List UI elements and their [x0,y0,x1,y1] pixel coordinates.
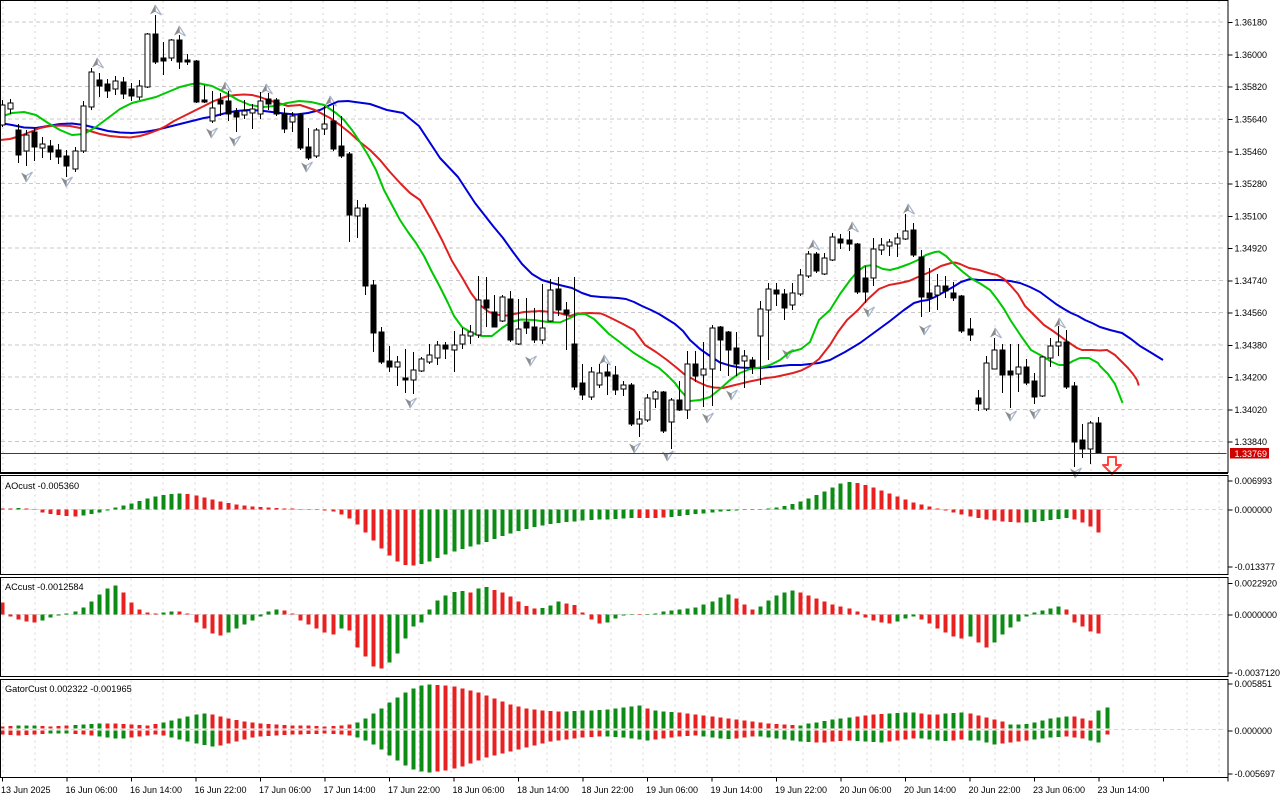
svg-text:1.35820: 1.35820 [1235,82,1268,92]
svg-text:1.33840: 1.33840 [1235,437,1268,447]
svg-text:1.36000: 1.36000 [1235,50,1268,60]
svg-text:-0.005697: -0.005697 [1235,769,1276,779]
svg-text:17 Jun 14:00: 17 Jun 14:00 [324,785,376,795]
svg-text:1.34560: 1.34560 [1235,308,1268,318]
svg-text:19 Jun 06:00: 19 Jun 06:00 [646,785,698,795]
svg-text:0.000000: 0.000000 [1235,726,1273,736]
svg-text:18 Jun 22:00: 18 Jun 22:00 [582,785,634,795]
svg-text:18 Jun 06:00: 18 Jun 06:00 [453,785,505,795]
svg-text:16 Jun 22:00: 16 Jun 22:00 [195,785,247,795]
svg-text:-0.0037120: -0.0037120 [1235,668,1280,678]
svg-text:1.33769: 1.33769 [1235,449,1268,459]
svg-text:0.0022920: 0.0022920 [1235,578,1278,588]
svg-text:19 Jun 14:00: 19 Jun 14:00 [711,785,763,795]
svg-text:0.005851: 0.005851 [1235,679,1273,689]
svg-text:13 Jun 2025: 13 Jun 2025 [1,785,51,795]
svg-text:AOcust -0.005360: AOcust -0.005360 [5,481,79,491]
svg-text:0.000000: 0.000000 [1235,505,1273,515]
svg-text:GatorCust 0.002322 -0.001965: GatorCust 0.002322 -0.001965 [5,684,132,694]
svg-text:17 Jun 06:00: 17 Jun 06:00 [259,785,311,795]
svg-text:1.34020: 1.34020 [1235,405,1268,415]
svg-text:1.34740: 1.34740 [1235,276,1268,286]
svg-text:1.34920: 1.34920 [1235,244,1268,254]
svg-text:1.35100: 1.35100 [1235,211,1268,221]
svg-text:1.34200: 1.34200 [1235,373,1268,383]
svg-text:20 Jun 06:00: 20 Jun 06:00 [840,785,892,795]
svg-text:23 Jun 06:00: 23 Jun 06:00 [1033,785,1085,795]
svg-text:19 Jun 22:00: 19 Jun 22:00 [775,785,827,795]
svg-text:1.35460: 1.35460 [1235,147,1268,157]
svg-text:1.36180: 1.36180 [1235,18,1268,28]
svg-text:16 Jun 14:00: 16 Jun 14:00 [130,785,182,795]
svg-text:20 Jun 22:00: 20 Jun 22:00 [969,785,1021,795]
svg-text:18 Jun 14:00: 18 Jun 14:00 [517,785,569,795]
svg-text:1.35640: 1.35640 [1235,115,1268,125]
svg-text:20 Jun 14:00: 20 Jun 14:00 [904,785,956,795]
svg-text:ACcust -0.0012584: ACcust -0.0012584 [5,582,84,592]
svg-text:-0.013377: -0.013377 [1235,562,1276,572]
svg-text:0.0000000: 0.0000000 [1235,610,1278,620]
svg-text:17 Jun 22:00: 17 Jun 22:00 [388,785,440,795]
svg-text:1.35280: 1.35280 [1235,179,1268,189]
svg-text:23 Jun 14:00: 23 Jun 14:00 [1098,785,1150,795]
svg-text:16 Jun 06:00: 16 Jun 06:00 [66,785,118,795]
svg-text:1.34380: 1.34380 [1235,340,1268,350]
svg-text:0.006993: 0.006993 [1235,476,1273,486]
